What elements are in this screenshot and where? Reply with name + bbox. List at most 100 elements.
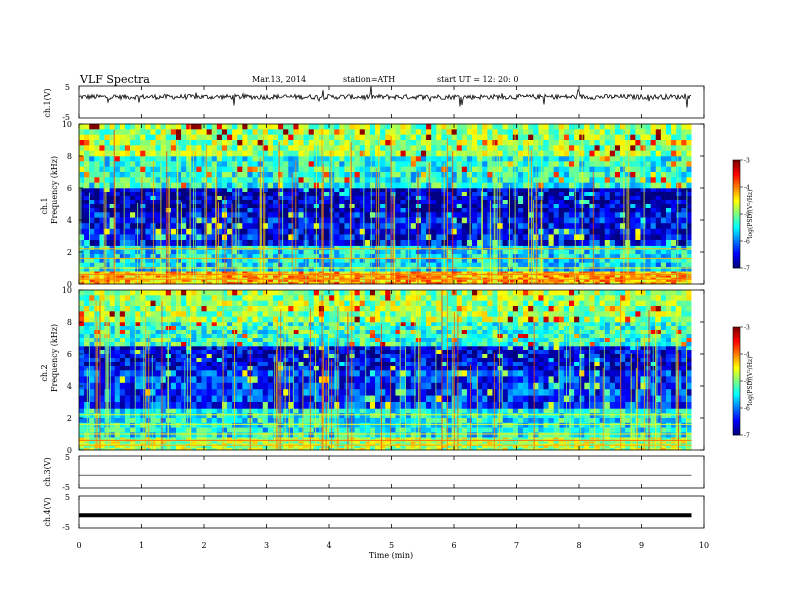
spec-cell (482, 140, 488, 146)
spec-cell (145, 262, 151, 268)
spec-cell (375, 279, 381, 283)
spec-cell (553, 437, 560, 440)
spec-cell (196, 172, 202, 178)
spec-cell (543, 249, 549, 255)
spec-cell (676, 172, 682, 178)
spec-cell (308, 228, 315, 235)
spec-cell (79, 200, 85, 205)
spec-cell (104, 134, 110, 141)
spec-cell (344, 166, 350, 173)
spec-cell (119, 177, 126, 183)
spec-cell (150, 441, 156, 444)
spec-cell (354, 437, 361, 440)
spec-cell (472, 208, 478, 213)
spec-cell (79, 437, 85, 440)
spec-cell (604, 177, 611, 183)
spec-cell (461, 234, 468, 241)
spec-cell (124, 182, 131, 189)
spec-cell (324, 177, 330, 183)
spec-cell (242, 228, 248, 235)
spec-cell (635, 177, 641, 183)
spec-cell (324, 240, 330, 246)
spec-cell (640, 228, 646, 235)
spec-cell (477, 192, 483, 197)
spec-cell (135, 161, 141, 167)
spec-cell (272, 271, 279, 274)
spec-cell (614, 196, 621, 201)
spec-cell (446, 266, 452, 272)
spec-cell (665, 275, 672, 278)
spec-cell (640, 177, 646, 183)
spec-cell (349, 258, 355, 263)
spec-cell (635, 166, 641, 173)
spec-cell (308, 271, 315, 274)
spec-cell (553, 271, 560, 274)
spec-cell (272, 217, 279, 224)
spec-cell (645, 266, 651, 272)
spec-cell (472, 437, 478, 440)
spec-cell (681, 140, 687, 146)
spec-cell (267, 271, 274, 274)
spec-cell (272, 249, 279, 255)
spec-cell (206, 129, 212, 135)
spec-cell (671, 275, 677, 278)
spec-cell (655, 240, 662, 246)
spec-cell (334, 217, 340, 224)
spectrogram-ytick-label: 4 (67, 216, 72, 225)
spec-cell (267, 240, 274, 246)
spec-cell (89, 134, 95, 141)
spec-cell (686, 124, 692, 130)
spec-cell (456, 234, 463, 241)
spec-cell (523, 441, 529, 444)
spec-cell (477, 196, 483, 201)
spec-cell (604, 245, 611, 251)
spec-cell (237, 150, 243, 157)
spec-cell (625, 437, 631, 440)
spec-cell (293, 134, 299, 141)
spec-cell (599, 192, 606, 197)
spec-cell (160, 445, 167, 449)
spec-cell (665, 254, 672, 259)
spec-cell (155, 200, 161, 205)
spec-cell (671, 266, 677, 272)
spec-cell (410, 196, 417, 201)
spec-cell (579, 124, 585, 130)
spec-cell (308, 124, 315, 130)
spec-cell (614, 188, 621, 193)
spec-cell (665, 240, 672, 246)
spec-cell (227, 275, 233, 278)
spec-cell (543, 223, 549, 230)
spec-cell (660, 217, 667, 224)
spec-cell (211, 228, 218, 235)
spec-cell (262, 266, 269, 272)
spec-cell (609, 262, 616, 268)
spec-cell (681, 200, 687, 205)
spec-cell (431, 134, 437, 141)
spec-cell (466, 150, 473, 157)
spec-cell (594, 217, 600, 224)
spec-cell (410, 245, 417, 251)
spec-cell (620, 196, 626, 201)
spec-cell (461, 188, 468, 193)
spec-cell (472, 140, 478, 146)
spec-cell (170, 208, 177, 213)
spec-cell (400, 228, 406, 235)
spec-cell (528, 281, 534, 285)
spec-cell (665, 228, 672, 235)
spec-cell (482, 254, 488, 259)
spec-cell (160, 223, 167, 230)
spec-cell (482, 200, 488, 205)
spec-cell (170, 188, 177, 193)
spec-cell (237, 161, 243, 167)
spec-cell (145, 177, 151, 183)
spec-cell (410, 182, 417, 189)
spec-cell (298, 223, 304, 230)
spec-cell (324, 129, 330, 135)
spec-cell (262, 124, 269, 130)
spec-cell (109, 217, 116, 224)
spec-cell (201, 258, 207, 263)
spec-cell (175, 208, 182, 213)
spec-cell (451, 204, 457, 209)
spec-cell (630, 271, 636, 274)
spec-cell (558, 228, 565, 235)
